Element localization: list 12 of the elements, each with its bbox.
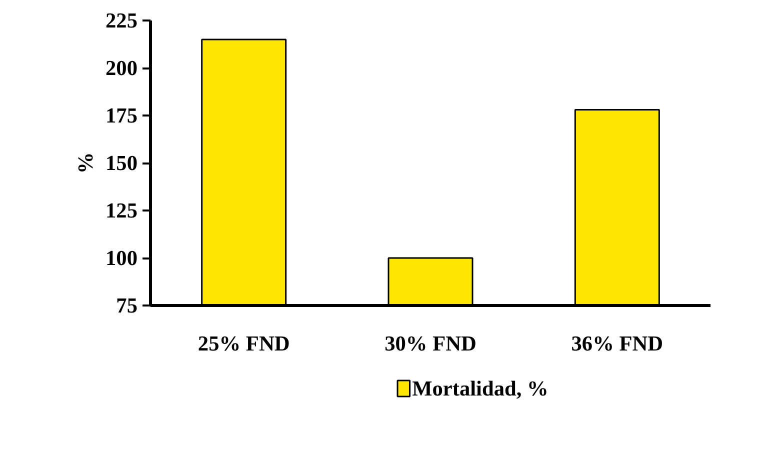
y-tick-label: 225: [106, 8, 138, 32]
y-tick-label: 125: [106, 198, 138, 222]
x-tick-label: 25% FND: [198, 332, 290, 356]
y-tick-label: 175: [106, 104, 138, 128]
y-tick-label: 150: [106, 151, 138, 175]
y-axis-title: %: [74, 152, 98, 174]
x-tick-label: 36% FND: [571, 332, 664, 356]
legend-label: Mortalidad, %: [412, 376, 548, 400]
x-tick-label: 30% FND: [384, 332, 476, 356]
y-tick-label: 200: [106, 56, 138, 80]
y-tick-label: 100: [106, 246, 138, 270]
y-tick-label: 75: [116, 294, 138, 318]
